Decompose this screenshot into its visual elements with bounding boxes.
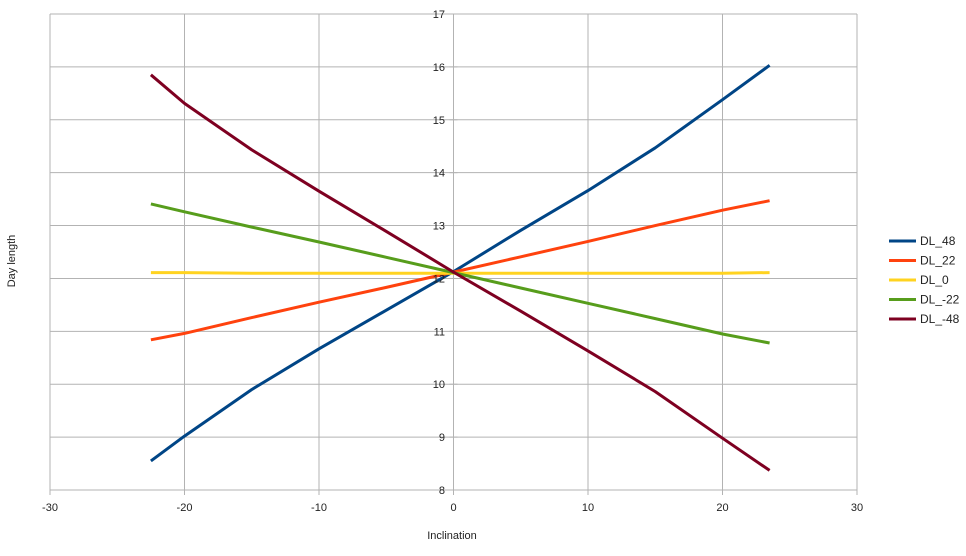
x-tick-label: 30	[851, 502, 863, 514]
x-tick-label: 0	[450, 502, 456, 514]
y-axis-title: Day length	[6, 235, 18, 288]
y-tick-label: 8	[439, 485, 445, 497]
legend-label: DL_48	[920, 234, 956, 248]
x-tick-label: 10	[582, 502, 594, 514]
legend-label: DL_22	[920, 254, 956, 268]
y-tick-label: 15	[433, 115, 445, 127]
y-tick-label: 16	[433, 62, 445, 74]
y-tick-label: 14	[433, 168, 445, 180]
y-tick-label: 13	[433, 221, 445, 233]
x-tick-label: -10	[311, 502, 327, 514]
legend: DL_48 DL_22 DL_0 DL_-22 DL_-48	[889, 234, 960, 326]
y-tick-label: 17	[433, 9, 445, 21]
x-tick-label: -30	[42, 502, 58, 514]
legend-label: DL_0	[920, 273, 949, 287]
y-tick-label: 9	[439, 432, 445, 444]
y-tick-label: 12	[433, 273, 445, 285]
tick-labels: 8 9 10 11 12 13 14 15 16 17 -30 -20 -10 0 10 20 30	[42, 9, 863, 514]
axes	[49, 13, 858, 495]
y-tick-label: 11	[434, 326, 445, 338]
series-line-DL_-48	[149, 73, 771, 472]
series-line-DL_22	[150, 199, 770, 342]
legend-label: DL_-48	[920, 312, 960, 326]
legend-label: DL_-22	[920, 293, 960, 307]
series-line-DL_48	[150, 64, 771, 463]
x-axis-title: Inclination	[427, 530, 477, 542]
y-tick-label: 10	[433, 379, 445, 391]
x-tick-label: -20	[177, 502, 193, 514]
x-tick-label: 20	[716, 502, 728, 514]
series-lines	[149, 64, 771, 472]
